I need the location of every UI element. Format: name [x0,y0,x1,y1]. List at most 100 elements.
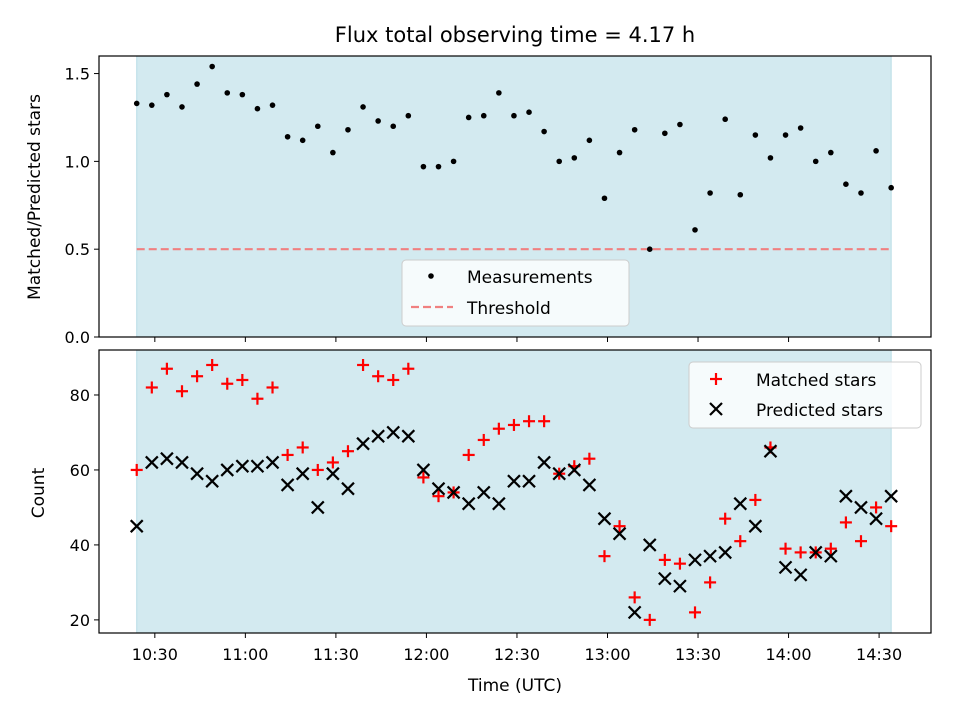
matched-star-point [794,546,807,559]
matched-star-point [281,448,294,461]
legend-matched-marker [710,373,722,385]
x-tick-label: 13:00 [584,645,630,664]
predicted-star-point [341,481,355,496]
measurement-point [269,102,276,108]
predicted-star-point [507,474,521,488]
measurement-point [299,137,306,144]
count-y-tick-label: 80 [70,386,90,405]
measurement-point [662,130,668,137]
matched-star-point [749,493,762,506]
measurement-point [631,126,638,133]
legend-threshold-label: Threshold [466,299,551,319]
predicted-star-point [839,489,853,503]
matched-star-point [326,456,339,469]
matched-star-point [779,542,792,555]
measurement-point [601,195,608,202]
measurement-point [646,246,653,252]
measurement-point [254,105,261,112]
matched-star-point [704,576,717,589]
matched-star-point [387,373,400,386]
ratio-legend: Measurements Threshold [401,259,630,327]
predicted-star-point [793,568,808,582]
matched-star-point [658,553,671,566]
matched-star-point [523,415,536,428]
x-tick-label: 11:30 [313,645,359,664]
measurement-point [465,114,472,121]
x-tick-label: 11:00 [222,645,268,664]
matched-star-point [583,452,596,465]
predicted-star-point [129,519,144,533]
measurement-point [179,104,185,110]
predicted-star-point [688,553,702,567]
matched-star-point [628,591,641,604]
measurement-point [828,149,834,156]
matched-star-point [824,542,837,555]
predicted-star-point [356,436,370,451]
matched-star-point [673,557,686,570]
predicted-star-point [733,496,748,511]
ratio-panel: 0.0 0.5 1.0 1.5 Matched/Predicted stars Mea… [25,55,932,347]
predicted-star-point [280,478,295,492]
predicted-star-point [748,519,763,533]
measurement-point [858,190,864,196]
predicted-star-point [582,478,597,492]
matched-star-point [598,550,611,563]
predicted-star-point [854,500,868,515]
measurement-point [722,116,728,123]
predicted-star-point [627,605,642,620]
x-tick-label: 12:00 [403,645,449,664]
matched-star-point [341,445,354,458]
matched-star-point [251,392,264,405]
predicted-star-point [295,466,310,481]
measurement-point [209,63,215,70]
predicted-star-point [778,560,793,575]
measurement-point [420,163,427,170]
matched-star-point [477,433,490,446]
measurement-point [194,81,200,87]
predicted-star-point [703,549,717,563]
ratio-y-axis-label: Matched/Predicted stars [25,94,45,300]
ratio-y-tick-label: 0.5 [65,240,90,259]
matched-star-point [130,463,143,476]
measurement-point [149,102,155,108]
predicted-star-point [884,489,898,503]
x-tick-label: 12:30 [494,645,540,664]
predicted-star-point [431,481,446,496]
predicted-star-point [311,500,325,515]
matched-star-point [206,358,219,371]
measurement-point [556,158,563,165]
matched-star-point [538,415,551,428]
ratio-y-tick-label: 1.0 [65,152,90,171]
predicted-star-point [567,463,582,477]
measurement-point [797,125,804,131]
measurement-point [812,158,819,165]
legend-measurements-label: Measurements [467,268,593,288]
x-tick-label: 14:30 [856,645,902,664]
matched-star-point [357,358,370,371]
x-axis-label: Time (UTC) [467,676,562,696]
matched-star-point [145,381,158,394]
matched-star-point [311,463,324,476]
predicted-star-point [642,538,657,552]
measurement-point [707,190,713,196]
matched-star-point [462,448,475,461]
count-y-tick-label: 60 [70,461,90,480]
matched-star-point [175,385,188,398]
measurement-point [526,109,532,115]
ratio-legend-box [401,259,630,327]
predicted-star-point [175,455,189,470]
measurement-point [390,123,397,130]
count-y-tick-label: 20 [70,611,90,630]
count-legend-box [688,361,922,429]
predicted-star-point [461,496,476,511]
predicted-star-point [808,545,823,560]
measurement-point [330,149,336,156]
count-panel-frame [98,349,932,634]
measurement-point [345,126,351,133]
measurement-point [586,137,593,144]
predicted-star-point [537,455,551,470]
predicted-star-point [250,459,265,473]
measurement-point [164,91,170,98]
